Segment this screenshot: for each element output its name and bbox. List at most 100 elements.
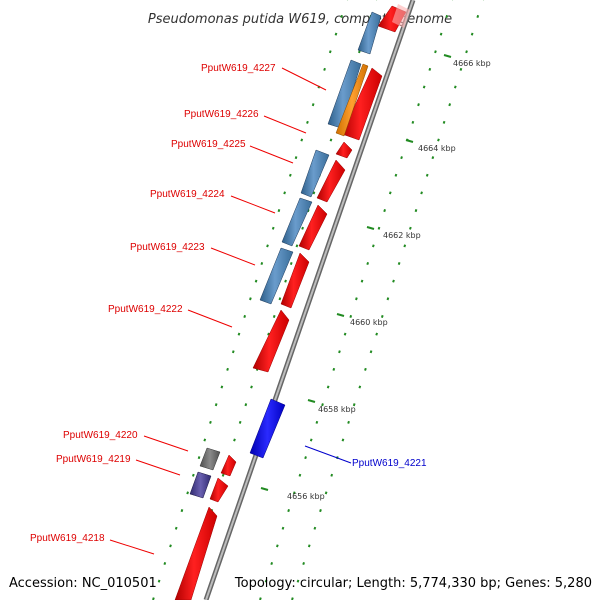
track-dot [312,191,316,195]
track-dot [397,261,401,266]
violet-feature [189,471,212,499]
track-dot [417,103,420,107]
track-dot [445,14,449,18]
track-dot [448,103,452,107]
track-dot [328,50,332,54]
track-dot [349,314,353,318]
tick-mark [405,139,414,143]
track-dot [358,50,361,54]
track-dot [214,403,218,407]
track-dot [470,32,474,36]
track-dot [169,544,172,548]
track-dot [355,297,358,301]
tick-label-4662: 4662 kbp [383,231,421,240]
tick-mark [336,313,345,317]
gene-label[interactable]: PputW619_4224 [150,189,225,200]
tick-label-4658: 4658 kbp [318,405,356,414]
track-dot [254,279,258,283]
gene-label[interactable]: PputW619_4225 [171,139,246,150]
track-dot [270,561,274,566]
track-dot [180,509,184,513]
track-dot [380,314,384,318]
gene-label[interactable]: PputW619_4223 [130,242,205,253]
gene-label[interactable]: PputW619_4219 [56,454,131,465]
track-dot [304,456,307,460]
track-dot [434,50,437,54]
track-dot [289,261,293,266]
gene-label[interactable]: PputW619_4218 [30,533,105,544]
track-dot [243,314,247,318]
track-dot [323,67,326,71]
track-dot [284,279,287,283]
track-dot [442,120,446,124]
tick-label-4666: 4666 kbp [453,59,491,68]
tick-mark [366,226,375,230]
track-dot [334,32,338,36]
track-dot [371,244,375,248]
track-dot [321,403,324,407]
track-dot [264,579,268,583]
track-dot [453,85,457,89]
track-dot [238,420,242,424]
track-dot [329,138,333,142]
dotted-tracks [152,0,485,600]
track-dot [281,526,285,530]
track-dot [298,473,302,477]
forward-cds [220,454,237,477]
track-dot [409,226,412,230]
highlighted-gene-4221[interactable] [249,398,286,459]
gene-label-highlighted[interactable]: PputW619_4221 [352,458,427,469]
reverse-cds [259,247,294,305]
track-dot [295,244,299,248]
track-dot [302,561,305,566]
track-dot [231,350,235,354]
track-dot [309,438,313,442]
track-dot [315,420,319,424]
track-dot [383,209,386,213]
forward-cds [209,477,229,503]
track-dot [272,314,276,318]
track-dot [326,385,330,389]
faded-feature [392,4,410,28]
accession-text: Accession: NC_010501 [9,576,157,591]
gray-feature [199,447,221,471]
track-dot [296,579,300,583]
gene-label[interactable]: PputW619_4226 [184,109,259,120]
track-dot [437,138,440,142]
track-dot [360,279,364,283]
track-dot [287,509,290,513]
track-dot [425,173,429,177]
track-dot [203,438,207,442]
track-dot [377,226,381,230]
gene-label[interactable]: PputW619_4220 [63,430,138,441]
leader-lines [109,67,352,555]
track-dot [358,385,362,389]
track-dot [332,367,336,371]
track-dot [157,579,161,583]
track-dot [288,173,292,177]
track-dot [439,32,443,36]
track-dot [237,332,241,336]
track-dot [306,120,309,124]
track-dot [250,385,253,389]
gene-label[interactable]: PputW619_4222 [108,304,183,315]
track-dot [330,473,334,477]
track-dot [340,14,344,18]
forward-cds [335,141,353,159]
gene-label[interactable]: PputW619_4227 [201,63,276,74]
track-dot [343,332,347,336]
forward-cds [316,159,346,203]
track-dot [319,509,322,513]
tick-mark [443,54,452,58]
track-dot [283,191,286,195]
track-dot [324,491,328,495]
track-dot [275,544,279,548]
track-dot [431,156,435,160]
reverse-strand-features [189,11,382,499]
scale-ticks: 4656 kbp 4658 kbp 4660 kbp 4662 kbp 4664… [260,54,491,501]
track-dot [428,67,432,71]
track-dot [271,226,275,230]
orf-feature [335,63,369,137]
track-dot [292,491,296,495]
